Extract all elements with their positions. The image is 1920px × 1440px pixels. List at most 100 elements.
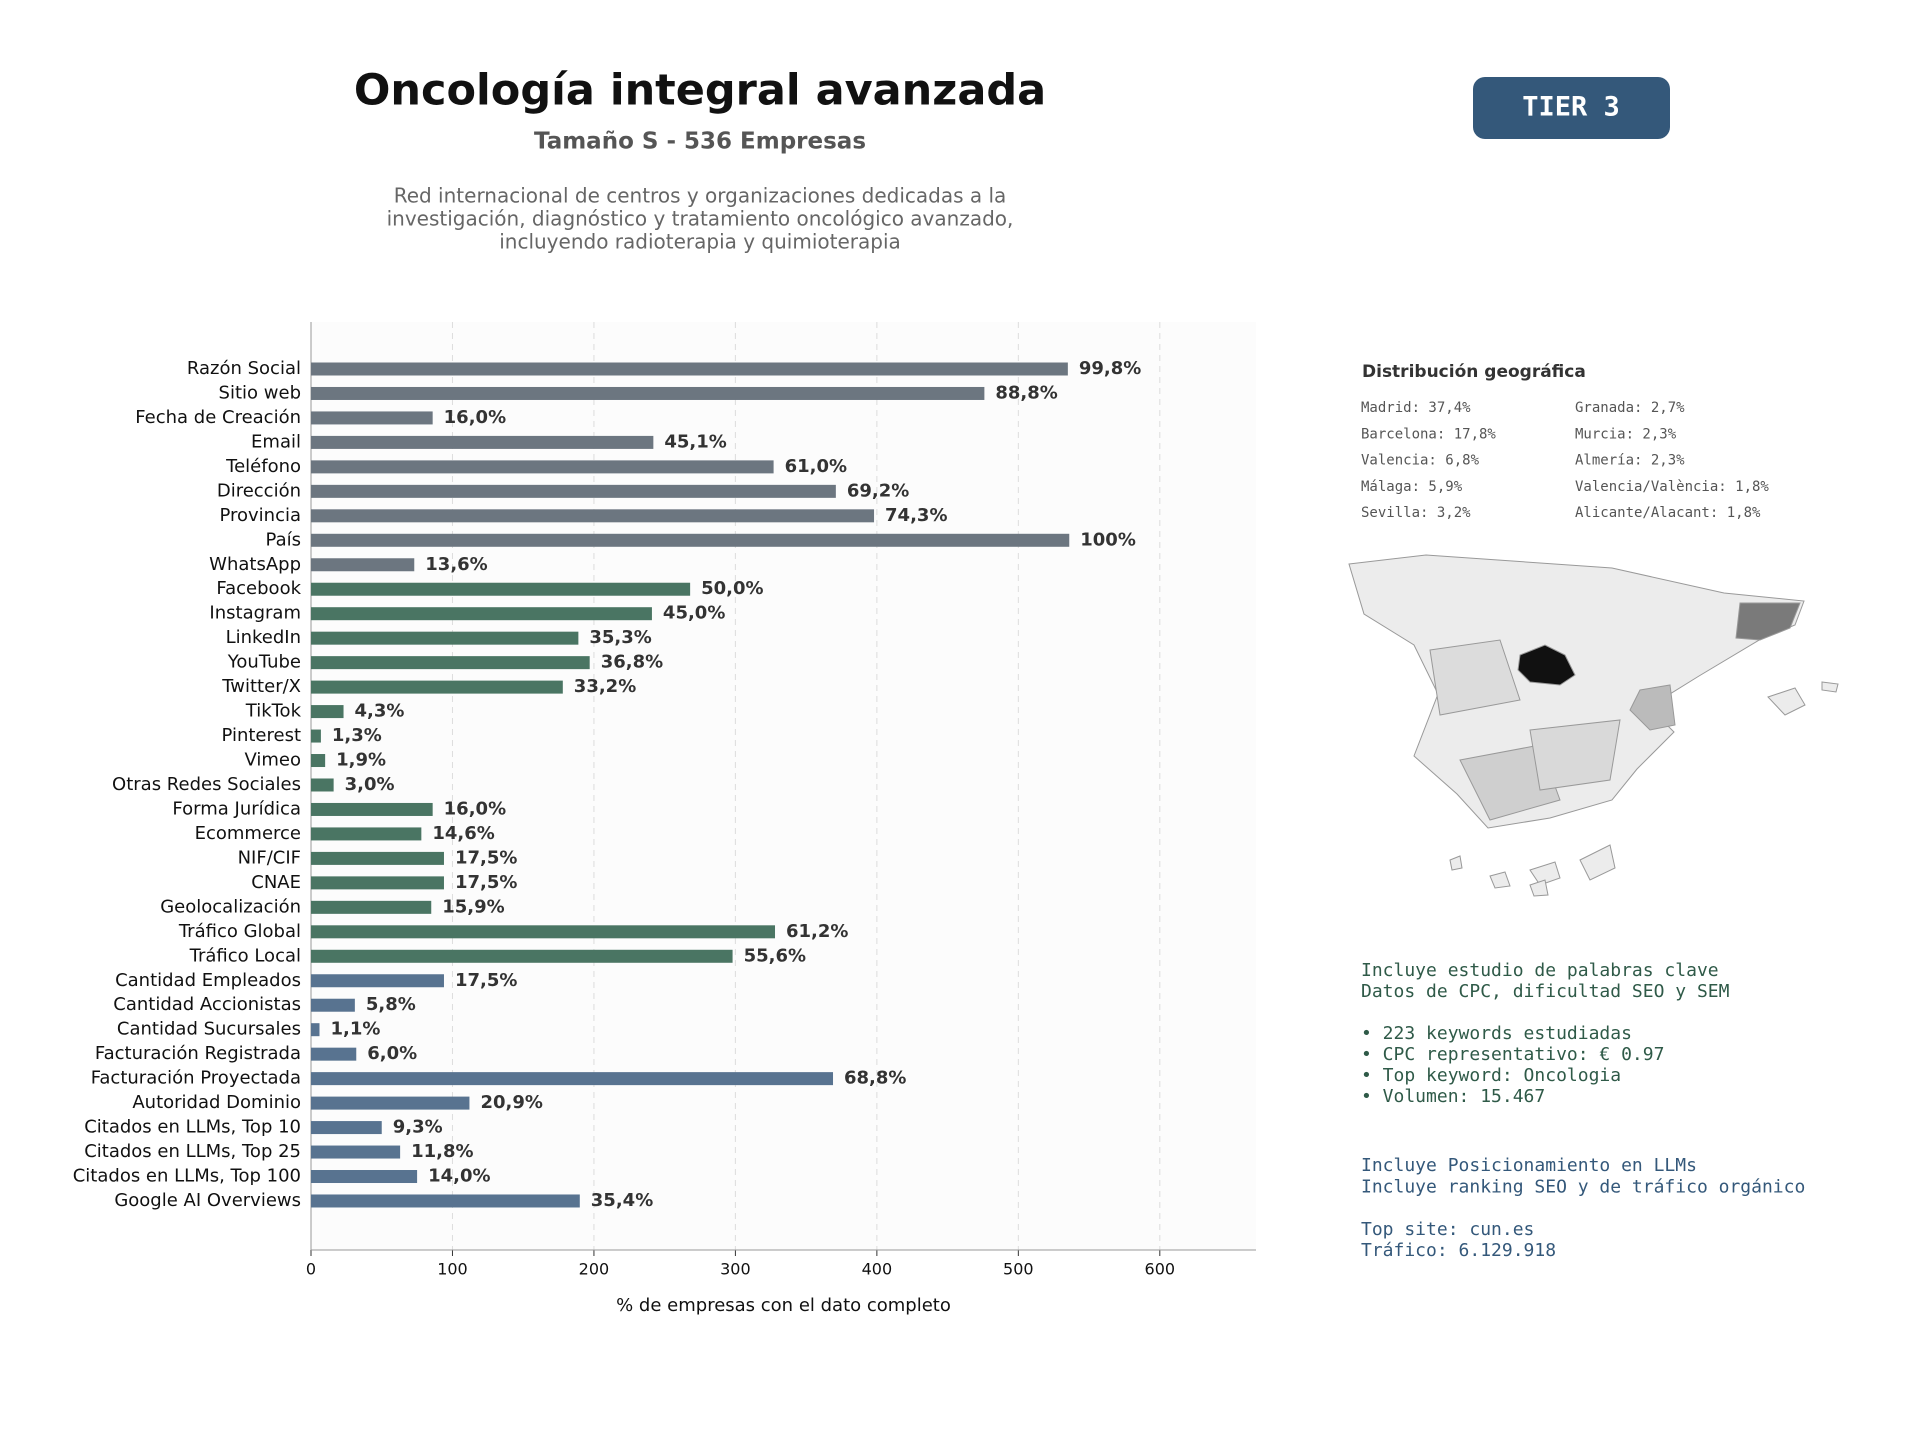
value-label: 11,8%: [411, 1141, 473, 1162]
bar: [311, 558, 415, 572]
bar: [311, 460, 774, 474]
bar: [311, 631, 579, 645]
island: [1821, 681, 1839, 693]
bar: [311, 1194, 580, 1208]
bar: [311, 1072, 834, 1086]
subtitle: Tamaño S - 536 Empresas: [534, 129, 866, 155]
bar: [311, 582, 691, 596]
bar: [311, 705, 344, 719]
bar: [311, 827, 422, 841]
value-label: 13,6%: [425, 554, 487, 575]
bar: [311, 876, 444, 890]
region: [1459, 744, 1561, 821]
x-tick-label: 600: [1145, 1260, 1176, 1279]
value-label: 15,9%: [442, 896, 504, 917]
bar: [311, 362, 1068, 376]
bar: [311, 851, 444, 865]
y-tick-label: Google AI Overviews: [114, 1190, 301, 1211]
geo-item: Valencia/València: 1,8%: [1575, 479, 1769, 495]
bar: [311, 484, 836, 498]
y-tick-label: Fecha de Creación: [135, 407, 301, 428]
y-tick-label: Cantidad Accionistas: [113, 994, 301, 1015]
y-tick-label: Citados en LLMs, Top 10: [84, 1117, 301, 1138]
region: [1529, 719, 1621, 791]
island: [1489, 871, 1511, 889]
bar: [311, 802, 433, 816]
y-tick-label: YouTube: [227, 652, 301, 673]
llm-line: Top site: cun.es: [1361, 1219, 1534, 1240]
value-label: 17,5%: [455, 872, 517, 893]
value-label: 17,5%: [455, 847, 517, 868]
y-tick-label: Ecommerce: [195, 823, 301, 844]
y-tick-label: LinkedIn: [226, 627, 301, 648]
bar: [311, 533, 1070, 547]
island: [1529, 861, 1561, 886]
value-label: 55,6%: [744, 945, 806, 966]
seo-line: Datos de CPC, dificultad SEO y SEM: [1361, 981, 1730, 1002]
seo-line: • Volumen: 15.467: [1361, 1086, 1545, 1107]
y-tick-label: Pinterest: [221, 725, 301, 746]
value-label: 100%: [1080, 529, 1136, 550]
bar: [311, 974, 444, 988]
y-tick-label: Vimeo: [244, 750, 301, 771]
y-tick-label: Facturación Registrada: [95, 1043, 301, 1064]
y-tick-label: Tráfico Local: [189, 945, 301, 966]
value-label: 1,1%: [330, 1019, 380, 1040]
bar: [311, 925, 776, 939]
island: [1767, 687, 1806, 716]
y-tick-label: Teléfono: [225, 456, 301, 477]
badge: TIER 3: [1522, 92, 1620, 123]
y-tick-label: Instagram: [209, 603, 301, 624]
geo-item: Sevilla: 3,2%: [1361, 505, 1471, 521]
seo-line: • CPC representativo: € 0.97: [1361, 1044, 1664, 1065]
bar: [311, 729, 321, 743]
value-label: 74,3%: [885, 505, 947, 526]
geo-item: Madrid: 37,4%: [1361, 400, 1471, 416]
x-tick-label: 400: [862, 1260, 893, 1279]
x-axis-label: % de empresas con el dato completo: [616, 1295, 951, 1316]
x-tick-label: 300: [720, 1260, 751, 1279]
y-tick-label: Forma Jurídica: [172, 798, 301, 819]
y-tick-label: Geolocalización: [160, 896, 301, 917]
x-tick-label: 0: [306, 1260, 316, 1279]
x-tick-label: 500: [1003, 1260, 1034, 1279]
y-tick-label: CNAE: [251, 872, 301, 893]
map: [1348, 554, 1839, 897]
island: [1529, 879, 1549, 897]
value-label: 35,4%: [591, 1190, 653, 1211]
bar: [311, 411, 433, 425]
x-tick-label: 100: [437, 1260, 468, 1279]
description: Red internacional de centros y organizac…: [394, 184, 1007, 208]
value-label: 14,6%: [432, 823, 494, 844]
y-tick-label: Provincia: [219, 505, 301, 526]
y-tick-label: Tráfico Global: [178, 921, 301, 942]
value-label: 33,2%: [574, 676, 636, 697]
geo-item: Almería: 2,3%: [1575, 453, 1685, 469]
y-tick-label: TikTok: [245, 701, 302, 722]
value-label: 16,0%: [444, 798, 506, 819]
value-label: 61,2%: [786, 921, 848, 942]
value-label: 3,0%: [345, 774, 395, 795]
value-label: 1,9%: [336, 750, 386, 771]
value-label: 4,3%: [355, 701, 405, 722]
y-tick-label: Citados en LLMs, Top 25: [84, 1141, 301, 1162]
y-tick-label: WhatsApp: [209, 554, 301, 575]
value-label: 88,8%: [995, 382, 1057, 403]
y-tick-label: Dirección: [217, 480, 301, 501]
bar: [311, 998, 355, 1012]
value-label: 1,3%: [332, 725, 382, 746]
value-label: 9,3%: [393, 1117, 443, 1138]
badge-box: [1473, 77, 1670, 139]
value-label: 45,1%: [664, 431, 726, 452]
bar: [311, 509, 875, 523]
value-label: 20,9%: [480, 1092, 542, 1113]
island: [1449, 855, 1463, 871]
description: investigación, diagnóstico y tratamiento…: [387, 207, 1014, 231]
value-label: 17,5%: [455, 970, 517, 991]
value-label: 68,8%: [844, 1068, 906, 1089]
value-label: 14,0%: [428, 1166, 490, 1187]
value-label: 16,0%: [444, 407, 506, 428]
y-tick-label: Razón Social: [187, 358, 301, 379]
bar: [311, 754, 326, 768]
